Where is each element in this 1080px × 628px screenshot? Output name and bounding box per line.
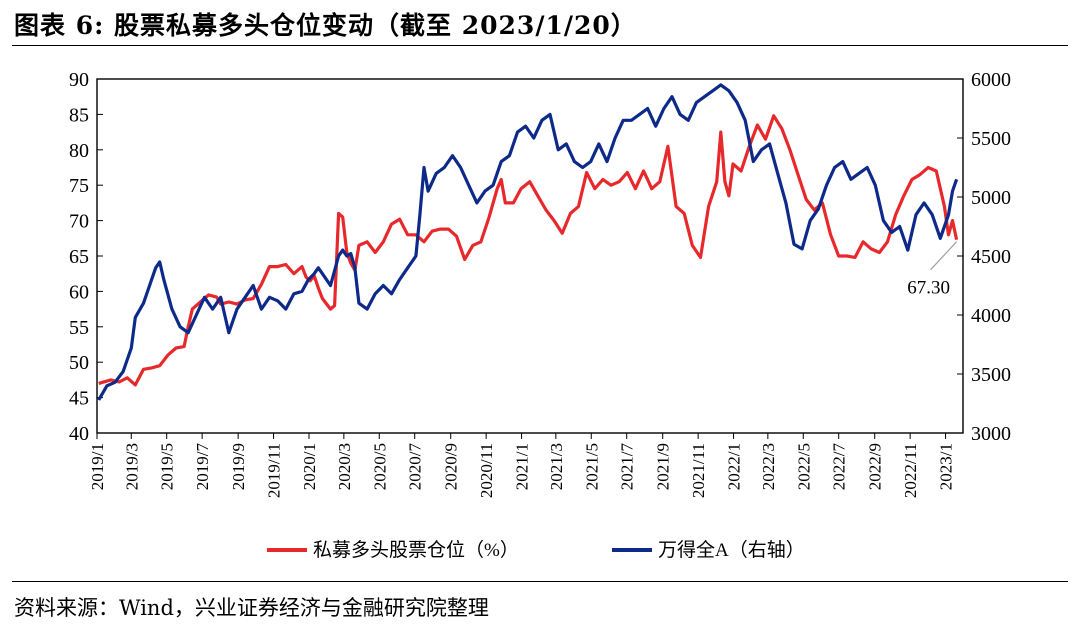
x-tick-label: 2020/11 [477, 443, 496, 498]
legend-label-position: 私募多头股票仓位（%） [313, 539, 519, 561]
x-tick-label: 2021/9 [654, 443, 673, 490]
x-tick-label: 2021/7 [618, 443, 637, 491]
x-tick-label: 2019/3 [122, 443, 141, 490]
left-tick-label: 70 [69, 211, 89, 233]
x-tick-label: 2021/3 [547, 443, 566, 490]
left-tick-label: 55 [69, 317, 89, 339]
series-layer [97, 83, 959, 401]
x-tick-label: 2019/1 [88, 443, 107, 490]
right-tick-label: 5000 [971, 187, 1011, 209]
top-rule [12, 45, 1068, 46]
right-tick-label: 6000 [971, 69, 1011, 91]
right-tick-label: 3000 [971, 423, 1011, 445]
legend-label-index: 万得全A（右轴） [658, 539, 805, 561]
right-axis: 3000 3500 4000 4500 5000 5500 6000 [957, 69, 1011, 445]
left-tick-label: 75 [69, 175, 89, 197]
x-tick-label: 2021/11 [689, 443, 708, 498]
left-tick-label: 80 [69, 140, 89, 162]
x-tick-label: 2019/5 [158, 443, 177, 490]
x-tick-label: 2020/9 [442, 443, 461, 490]
annotation-leader-line [930, 241, 958, 271]
bottom-rule [12, 581, 1068, 582]
x-tick-label: 2021/5 [582, 443, 601, 490]
x-tick-label: 2020/5 [370, 443, 389, 490]
x-axis: 2019/1 2019/3 2019/5 2019/7 2019/9 2019/11 202… [88, 433, 956, 498]
right-tick-label: 4500 [971, 246, 1011, 268]
series-line-position [98, 114, 959, 387]
legend: 私募多头股票仓位（%） 万得全A（右轴） [267, 539, 805, 561]
x-tick-label: 2020/7 [406, 443, 425, 491]
right-tick-label: 5500 [971, 128, 1011, 150]
x-tick-label: 2019/11 [265, 443, 284, 498]
left-tick-label: 90 [69, 69, 89, 91]
x-tick-label: 2020/3 [335, 443, 354, 490]
left-tick-label: 45 [69, 388, 89, 410]
x-tick-label: 2020/1 [300, 443, 319, 490]
left-tick-label: 60 [69, 281, 89, 303]
left-tick-label: 65 [69, 246, 89, 268]
x-tick-label: 2022/9 [866, 443, 885, 490]
right-tick-label: 3500 [971, 364, 1011, 386]
x-tick-label: 2019/9 [229, 443, 248, 490]
x-tick-label: 2022/1 [725, 443, 744, 490]
x-tick-label: 2022/5 [794, 443, 813, 490]
annotation: 67.30 [907, 241, 958, 299]
left-tick-label: 50 [69, 352, 89, 374]
x-tick-label: 2021/1 [513, 443, 532, 490]
right-tick-label: 4000 [971, 305, 1011, 327]
source-note: 资料来源：Wind，兴业证券经济与金融研究院整理 [14, 596, 489, 620]
x-tick-label: 2023/1 [937, 443, 956, 490]
series-line-index [97, 83, 959, 401]
left-axis: 40 45 50 55 60 65 70 75 80 85 90 [69, 69, 103, 445]
x-tick-label: 2022/11 [901, 443, 920, 498]
x-tick-label: 2019/7 [193, 443, 212, 491]
x-tick-label: 2022/7 [830, 443, 849, 491]
left-tick-label: 40 [69, 423, 89, 445]
figure-title: 图表 6: 股票私募多头仓位变动（截至 2023/1/20） [14, 11, 637, 40]
annotation-label: 67.30 [907, 278, 950, 299]
x-tick-label: 2022/3 [759, 443, 778, 490]
left-tick-label: 85 [69, 104, 89, 126]
